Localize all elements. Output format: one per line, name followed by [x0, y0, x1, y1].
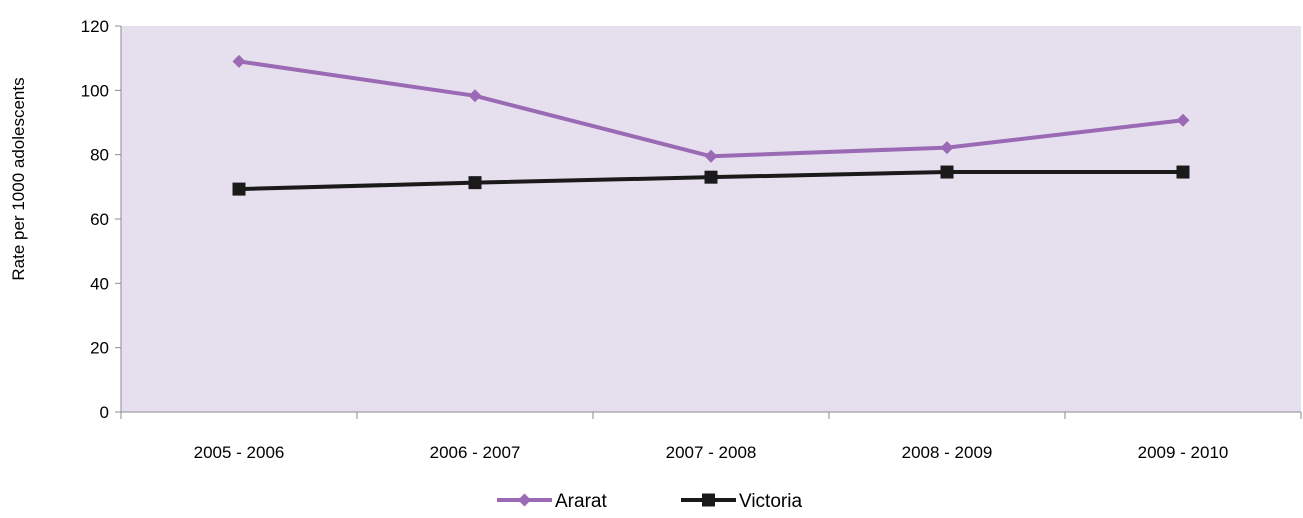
x-tick-label: 2009 - 2010 — [1138, 443, 1229, 462]
data-point-victoria — [704, 170, 718, 184]
data-point-ararat — [468, 89, 482, 103]
y-tick-label: 40 — [90, 274, 109, 293]
y-tick-label: 80 — [90, 146, 109, 165]
series-ararat — [232, 54, 1190, 163]
data-point-ararat — [232, 54, 246, 68]
legend-item-victoria: Victoria — [681, 491, 802, 512]
plot-area-background — [121, 26, 1301, 412]
x-tick-label: 2005 - 2006 — [194, 443, 285, 462]
y-tick-label: 60 — [90, 210, 109, 229]
legend-marker — [518, 493, 531, 507]
x-tick-label: 2007 - 2008 — [666, 443, 757, 462]
y-axis-title: Rate per 1000 adolescents — [9, 77, 28, 280]
data-point-ararat — [1176, 113, 1190, 127]
legend-item-ararat: Ararat — [497, 491, 607, 512]
x-tick-label: 2006 - 2007 — [430, 443, 521, 462]
legend: Ararat Victoria — [497, 491, 802, 512]
y-tick-label: 100 — [81, 81, 109, 100]
data-point-ararat — [704, 149, 718, 163]
data-point-victoria — [468, 176, 482, 190]
legend-label: Victoria — [739, 491, 802, 512]
series-victoria — [232, 165, 1190, 196]
legend-label: Ararat — [555, 491, 607, 512]
data-point-victoria — [940, 165, 954, 179]
series-lines — [232, 54, 1190, 196]
data-point-ararat — [940, 141, 954, 155]
y-tick-label: 0 — [100, 403, 109, 422]
y-tick-label: 20 — [90, 339, 109, 358]
y-axis: 0 20 40 60 80 100 120 — [81, 17, 122, 422]
legend-marker — [702, 493, 715, 507]
y-tick-label: 120 — [81, 17, 109, 36]
data-point-victoria — [232, 182, 246, 196]
x-axis: 2005 - 2006 2006 - 2007 2007 - 2008 2008 - … — [120, 411, 1302, 462]
data-point-victoria — [1176, 165, 1190, 179]
x-tick-label: 2008 - 2009 — [902, 443, 993, 462]
